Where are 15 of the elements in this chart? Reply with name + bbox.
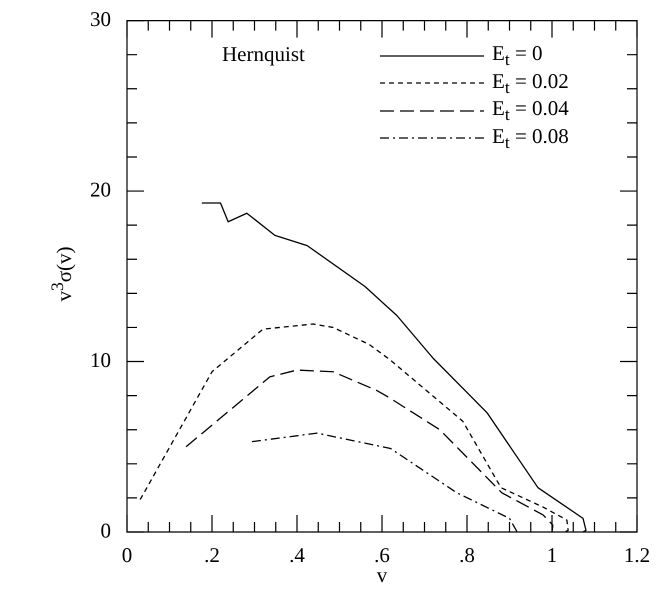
x-tick-label: .2 <box>204 543 220 568</box>
legend-label: E$_{t}$ = 0.04 <box>492 96 569 126</box>
y-tick-label: 0 <box>100 518 111 543</box>
x-tick-label: .8 <box>459 543 475 568</box>
legend-label: E$_{t}$ = 0 <box>492 41 543 70</box>
x-tick-label: 1.2 <box>624 543 650 568</box>
y-tick-label: 30 <box>90 7 111 32</box>
x-tick-label: 1 <box>546 543 558 568</box>
x-tick-label: .4 <box>289 543 306 568</box>
legend-label: E$_{t}$ = 0.08 <box>492 124 569 153</box>
y-tick-label: 10 <box>90 348 111 372</box>
x-tick-label: 0 <box>122 543 132 568</box>
legend-label: E$_{t}$ = 0.02 <box>492 68 569 98</box>
y-tick-label: 20 <box>90 178 111 202</box>
annotation: Hernquist <box>222 42 305 67</box>
